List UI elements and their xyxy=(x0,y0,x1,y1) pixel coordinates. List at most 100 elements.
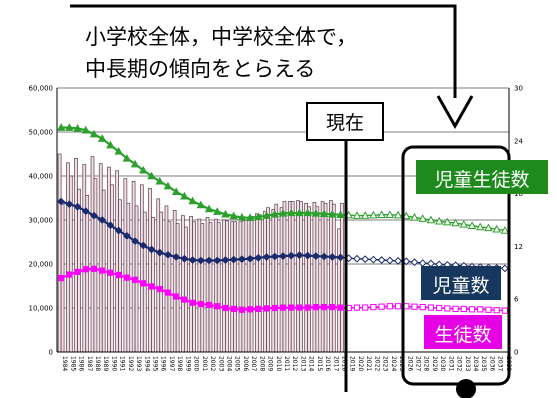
marker-children xyxy=(254,253,263,262)
marker-total xyxy=(278,208,288,217)
bar xyxy=(238,221,243,353)
present-marker: 現在 xyxy=(306,102,384,392)
marker-total xyxy=(229,211,238,220)
marker-students xyxy=(279,304,287,311)
marker-children xyxy=(180,254,189,263)
marker-students xyxy=(419,304,426,311)
marker-total xyxy=(393,210,403,219)
marker-total xyxy=(418,214,427,222)
bar xyxy=(66,162,70,353)
x-tick-label: 1989 xyxy=(102,356,109,371)
bar xyxy=(192,221,196,353)
marker-children xyxy=(106,221,115,230)
x-tick-label: 1984 xyxy=(61,356,68,371)
y-right-tick-label: 18 xyxy=(514,190,523,198)
marker-total xyxy=(360,211,370,219)
marker-total xyxy=(311,208,321,217)
projection-bracket xyxy=(401,145,511,398)
x-tick-label: 2004 xyxy=(225,356,232,371)
bar xyxy=(208,222,213,353)
marker-total xyxy=(443,217,452,226)
marker-children xyxy=(98,216,107,224)
x-tick-label: 1998 xyxy=(176,356,183,371)
x-tick-label: 2006 xyxy=(242,356,249,371)
marker-students xyxy=(123,274,130,281)
bar xyxy=(85,195,90,353)
bar xyxy=(287,201,292,353)
y-right-tick-label: 30 xyxy=(514,85,523,93)
marker-total xyxy=(451,218,460,227)
marker-total xyxy=(147,171,156,180)
marker-total xyxy=(237,212,247,221)
y-left-tick-label: 60,000 xyxy=(29,85,54,93)
marker-total xyxy=(114,146,123,155)
marker-students xyxy=(140,280,147,287)
x-tick-label: 2008 xyxy=(258,356,265,371)
bar xyxy=(159,211,164,353)
marker-total xyxy=(155,176,164,185)
marker-children xyxy=(164,250,172,259)
bar xyxy=(205,217,210,353)
bar xyxy=(299,201,303,353)
marker-total xyxy=(459,219,469,228)
line-series xyxy=(56,123,510,314)
marker-total xyxy=(130,159,140,168)
marker-students xyxy=(362,304,369,311)
marker-total xyxy=(369,210,378,219)
bar xyxy=(337,228,341,353)
bar xyxy=(257,214,262,353)
marker-students xyxy=(468,306,476,313)
bar xyxy=(279,207,284,353)
label-children: 児童数 xyxy=(421,266,501,300)
marker-children xyxy=(385,256,394,265)
bar xyxy=(172,209,177,353)
marker-students xyxy=(312,304,319,311)
bar xyxy=(282,201,287,353)
marker-students xyxy=(411,303,418,310)
callout-line-2: 中長期の傾向をとらえる xyxy=(85,57,315,81)
marker-students xyxy=(197,300,204,308)
callout-line-1: 小学校全体，中学校全体で， xyxy=(85,25,357,49)
marker-students xyxy=(131,276,139,283)
marker-children xyxy=(229,255,238,264)
x-tick-label: 2036 xyxy=(488,356,495,371)
bar xyxy=(241,220,246,353)
y-left-tick-label: 30,000 xyxy=(29,217,54,225)
marker-total xyxy=(484,223,493,232)
x-tick-label: 2019 xyxy=(349,356,356,371)
label-students-text: 生徒数 xyxy=(434,324,491,346)
callout-box: 小学校全体，中学校全体で， 中長期の傾向をとらえる xyxy=(70,4,474,130)
marker-students xyxy=(255,305,262,312)
x-tick-label: 2023 xyxy=(382,356,389,371)
marker-children xyxy=(122,231,131,240)
x-tick-label: 2028 xyxy=(423,356,430,371)
bar xyxy=(148,187,152,353)
x-tick-label: 2026 xyxy=(406,356,413,371)
marker-students xyxy=(115,271,122,279)
marker-children xyxy=(131,237,139,246)
marker-children xyxy=(238,255,246,264)
x-tick-label: 2022 xyxy=(373,356,380,371)
bar xyxy=(181,215,185,353)
bar xyxy=(189,216,193,353)
bar xyxy=(82,164,87,353)
x-tick-label: 1999 xyxy=(184,356,191,371)
bar xyxy=(74,158,78,353)
marker-total xyxy=(286,208,296,217)
x-tick-label: 2012 xyxy=(291,356,298,371)
marker-students xyxy=(90,265,98,272)
marker-students xyxy=(427,304,435,311)
marker-children xyxy=(213,256,222,265)
x-tick-label: 1995 xyxy=(152,356,159,371)
marker-children xyxy=(262,253,271,261)
marker-children xyxy=(221,256,230,264)
bar xyxy=(329,200,333,353)
present-label: 現在 xyxy=(326,112,364,134)
bar xyxy=(296,200,300,353)
bar xyxy=(123,178,128,353)
bar xyxy=(197,218,202,353)
marker-students xyxy=(353,304,361,311)
marker-children xyxy=(369,255,378,264)
marker-total xyxy=(492,224,501,233)
